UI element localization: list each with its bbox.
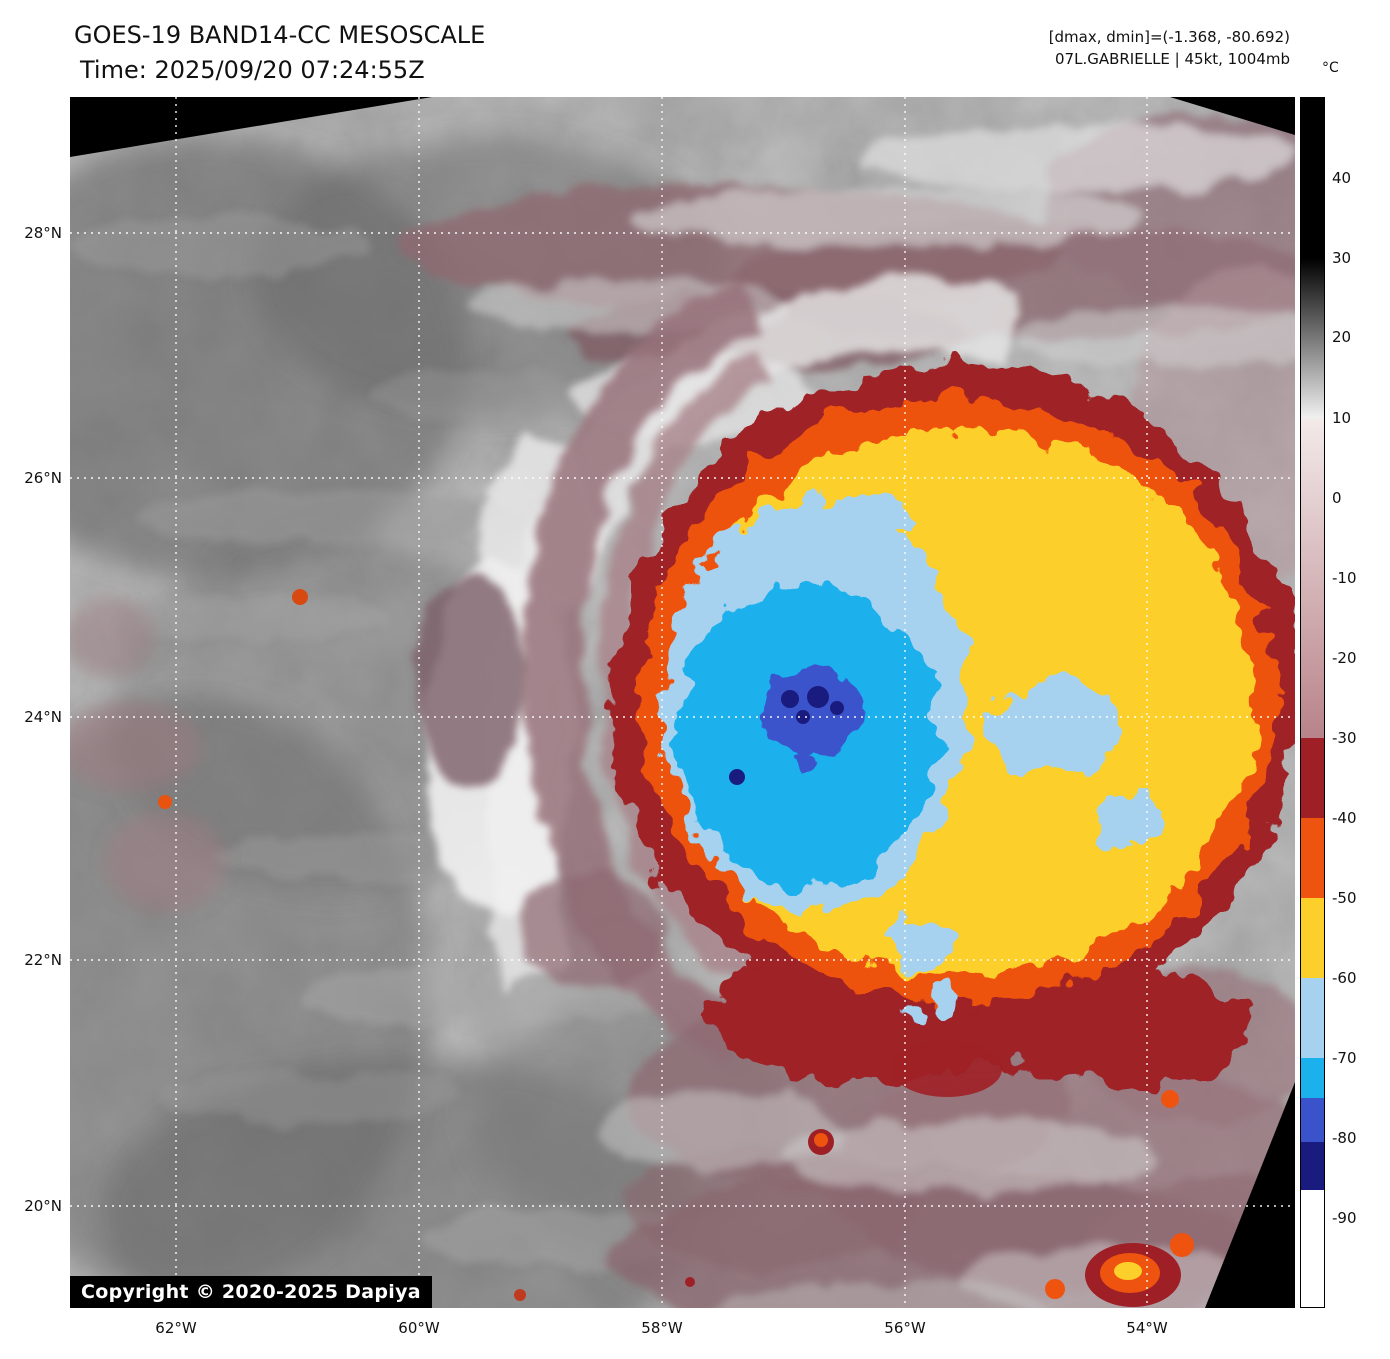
lat-label: 22°N xyxy=(24,951,62,969)
lon-label: 58°W xyxy=(641,1319,683,1337)
colorbar xyxy=(1300,97,1325,1308)
gridlines xyxy=(70,97,1295,1308)
colorbar-tick: 10 xyxy=(1332,409,1352,427)
satellite-map xyxy=(0,97,1370,1359)
colorbar-tick: -80 xyxy=(1332,1129,1357,1147)
lat-label: 28°N xyxy=(24,224,62,242)
timestamp: Time: 2025/09/20 07:24:55Z xyxy=(80,56,425,84)
colorbar-tick: -60 xyxy=(1332,969,1357,987)
lon-label: 54°W xyxy=(1126,1319,1168,1337)
header-info: [dmax, dmin]=(-1.368, -80.692) 07L.GABRI… xyxy=(1049,26,1290,70)
colorbar-tick: -30 xyxy=(1332,729,1357,747)
satellite-image xyxy=(0,97,1370,1359)
colorbar-tick: -20 xyxy=(1332,649,1357,667)
colorbar-scale xyxy=(1300,97,1325,1308)
range-info: [dmax, dmin]=(-1.368, -80.692) xyxy=(1048,28,1290,46)
scan-edge-wedges xyxy=(70,97,1295,1308)
colorbar-tick: -50 xyxy=(1332,889,1357,907)
lon-label: 60°W xyxy=(398,1319,440,1337)
colorbar-tick: 30 xyxy=(1332,249,1352,267)
lat-label: 20°N xyxy=(24,1197,62,1215)
colorbar-tick: -10 xyxy=(1332,569,1357,587)
storm-info: 07L.GABRIELLE | 45kt, 1004mb xyxy=(1055,50,1290,68)
lon-label: 62°W xyxy=(155,1319,197,1337)
convective-specks xyxy=(158,589,1194,1307)
colorbar-tick: -70 xyxy=(1332,1049,1357,1067)
storm-coldest-pixels xyxy=(729,686,844,785)
colorbar-tick: 0 xyxy=(1332,489,1342,507)
lat-label: 24°N xyxy=(24,708,62,726)
lon-label: 56°W xyxy=(884,1319,926,1337)
colorbar-tick: 40 xyxy=(1332,169,1352,187)
lat-label: 26°N xyxy=(24,469,62,487)
colorbar-unit: °C xyxy=(1322,60,1339,76)
page-title: GOES-19 BAND14-CC MESOSCALE xyxy=(74,21,486,49)
colorbar-tick: 20 xyxy=(1332,328,1352,346)
title-block: GOES-19 BAND14-CC MESOSCALE Time: 2025/0… xyxy=(74,18,485,88)
colorbar-tick: -40 xyxy=(1332,809,1357,827)
colorbar-tick: -90 xyxy=(1332,1209,1357,1227)
left-cloud-patches xyxy=(60,597,225,912)
copyright-label: Copyright © 2020-2025 Dapiya xyxy=(70,1276,432,1308)
